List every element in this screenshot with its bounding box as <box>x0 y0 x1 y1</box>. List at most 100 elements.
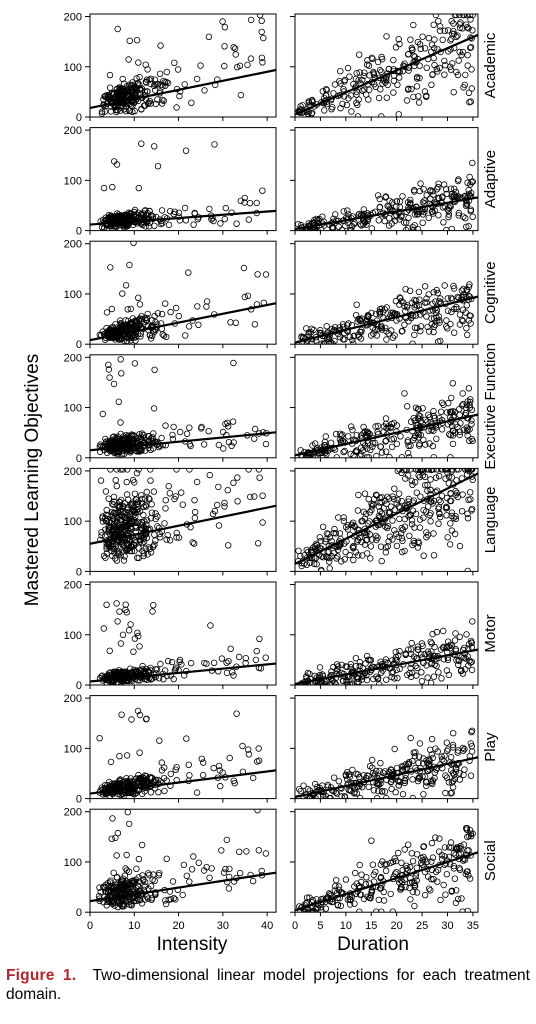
data-point <box>385 538 392 545</box>
data-point <box>323 530 331 537</box>
data-point <box>133 775 140 782</box>
data-point <box>121 87 129 94</box>
data-point <box>367 543 375 550</box>
regression-line <box>295 413 478 457</box>
data-point <box>107 758 115 766</box>
data-point <box>143 715 150 722</box>
data-point <box>167 896 175 903</box>
data-point <box>249 774 257 782</box>
data-point <box>98 784 106 791</box>
data-point <box>172 766 179 773</box>
data-point <box>136 73 143 81</box>
data-point <box>134 707 142 715</box>
data-point <box>447 37 454 44</box>
data-point <box>377 324 385 331</box>
data-point <box>419 219 426 226</box>
data-point <box>396 515 403 523</box>
y-tick-label: 100 <box>64 857 82 869</box>
data-point <box>393 666 400 674</box>
data-point <box>110 888 118 896</box>
data-point <box>379 56 386 63</box>
data-point <box>118 711 125 718</box>
data-point <box>258 54 266 61</box>
data-point <box>429 300 436 307</box>
data-point <box>441 71 448 78</box>
data-point <box>259 59 266 66</box>
data-point <box>460 771 467 779</box>
data-point <box>319 88 326 95</box>
data-point <box>221 62 228 70</box>
data-point <box>411 753 419 760</box>
data-point <box>141 883 149 890</box>
data-point <box>340 448 347 456</box>
data-point <box>468 66 475 73</box>
data-point <box>119 468 127 473</box>
data-point <box>423 782 430 789</box>
data-point <box>206 471 213 479</box>
data-point <box>230 359 237 367</box>
data-point <box>221 43 228 50</box>
data-point <box>420 507 427 514</box>
data-point <box>382 194 389 201</box>
data-point <box>138 500 146 507</box>
data-point <box>246 199 254 207</box>
data-point <box>136 508 144 515</box>
data-point <box>304 669 312 677</box>
data-point <box>169 878 177 885</box>
data-point <box>381 788 389 795</box>
data-point <box>399 766 407 773</box>
data-point <box>420 843 427 851</box>
data-point <box>368 536 376 543</box>
data-point <box>316 534 323 541</box>
data-point <box>364 550 371 557</box>
data-point <box>128 716 135 723</box>
data-point <box>186 424 193 431</box>
data-point <box>420 755 427 762</box>
data-point <box>338 793 345 799</box>
data-point <box>469 159 476 167</box>
scatter-points <box>298 618 476 685</box>
data-point <box>340 208 347 215</box>
data-point <box>448 409 455 416</box>
data-point <box>366 86 373 94</box>
data-point <box>415 210 422 218</box>
data-point <box>166 537 174 544</box>
data-point <box>213 501 221 509</box>
data-point <box>362 660 369 667</box>
data-point <box>417 493 424 500</box>
data-point <box>173 104 180 111</box>
data-point <box>416 187 423 195</box>
data-point <box>119 902 127 909</box>
data-point <box>110 869 117 876</box>
data-point <box>464 62 471 69</box>
data-point <box>154 81 161 88</box>
data-point <box>131 107 138 115</box>
data-point <box>390 89 397 96</box>
data-point <box>356 861 363 869</box>
data-point <box>152 537 159 544</box>
data-point <box>413 889 421 896</box>
data-point <box>110 501 117 508</box>
data-point <box>230 479 237 486</box>
data-point <box>419 857 426 864</box>
data-point <box>133 470 141 477</box>
data-point <box>467 44 474 51</box>
data-point <box>460 14 468 19</box>
data-point <box>105 519 113 526</box>
data-point <box>370 330 377 337</box>
data-point <box>421 481 429 489</box>
data-point <box>231 45 239 52</box>
scatter-points <box>296 825 476 913</box>
data-point <box>424 873 432 880</box>
data-point <box>255 847 262 854</box>
data-point <box>442 891 449 898</box>
data-point <box>156 737 163 744</box>
data-point <box>437 513 444 521</box>
data-point <box>130 241 137 246</box>
data-point <box>455 656 462 664</box>
data-point <box>415 415 423 422</box>
data-point <box>105 543 113 550</box>
data-point <box>451 875 459 882</box>
data-point <box>448 527 456 534</box>
data-point <box>378 305 385 312</box>
